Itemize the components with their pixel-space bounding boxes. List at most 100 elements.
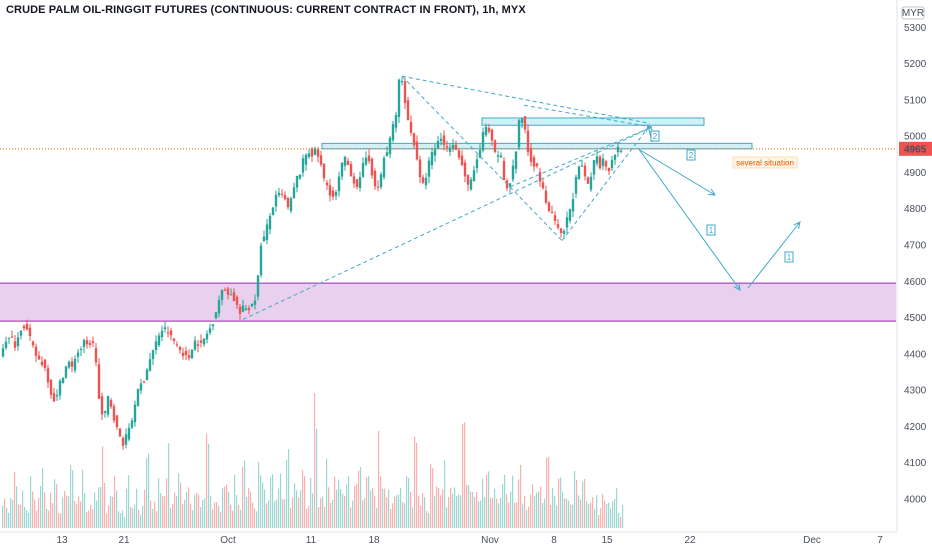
volume-bar	[600, 508, 602, 528]
candle-body	[7, 337, 11, 339]
volume-bar	[536, 492, 538, 528]
candle-body	[97, 364, 101, 399]
volume-bar	[364, 498, 366, 528]
candle-body	[46, 368, 50, 383]
candle-body	[565, 217, 569, 228]
volume-bar	[392, 503, 394, 528]
volume-bar	[492, 498, 494, 528]
candle-body	[364, 157, 368, 165]
candle-body	[100, 396, 104, 415]
candle-body	[475, 159, 479, 169]
volume-bar	[242, 466, 244, 528]
volume-bar	[386, 497, 388, 528]
candle-body	[229, 294, 233, 296]
volume-bar	[520, 464, 522, 528]
volume-bar	[526, 509, 528, 528]
volume-bar	[54, 479, 56, 528]
volume-bar	[90, 504, 92, 528]
volume-bar	[294, 483, 296, 528]
candle-body	[208, 328, 212, 333]
scenario-arrows-layer: 2 2 1 1 several situation	[637, 123, 801, 291]
volume-bar	[78, 496, 80, 528]
volume-bar	[34, 499, 36, 528]
volume-bar	[114, 475, 116, 528]
candle-body	[436, 140, 440, 149]
candle-body	[544, 190, 548, 203]
candle-body	[115, 415, 119, 428]
volume-bar	[140, 514, 142, 528]
volume-bar	[306, 508, 308, 528]
volume-bar	[474, 496, 476, 528]
volume-bar	[444, 460, 446, 528]
candle-body	[184, 350, 188, 356]
volume-bar	[348, 476, 350, 528]
volume-bar	[74, 500, 76, 528]
volume-bar	[302, 469, 304, 528]
volume-bar	[214, 502, 216, 528]
candle-body	[37, 355, 41, 360]
trend-line	[401, 75, 651, 124]
price-tick-label: 4000	[904, 494, 927, 505]
volume-bar	[376, 507, 378, 528]
volume-bar	[450, 487, 452, 528]
candle-body	[19, 330, 23, 336]
scenario-label-3: 1	[706, 224, 716, 236]
candle-body	[304, 154, 308, 165]
candle-body	[178, 347, 182, 351]
candle-body	[253, 300, 257, 305]
scenario-arrow	[637, 147, 741, 291]
candle-body	[181, 352, 185, 357]
volume-bar	[442, 489, 444, 528]
volume-bar	[528, 506, 530, 528]
volume-bar	[42, 468, 44, 528]
candle-body	[541, 182, 545, 189]
volume-bar	[28, 512, 30, 528]
volume-bar	[616, 488, 618, 528]
time-tick-label: Dec	[803, 535, 821, 546]
candle-body	[28, 327, 32, 337]
scenario-label-text: 1	[787, 253, 792, 262]
candle-body	[391, 124, 395, 141]
candle-body	[472, 170, 476, 182]
volume-bar	[238, 504, 240, 528]
volume-bar	[268, 500, 270, 528]
volume-bar	[184, 499, 186, 528]
candle-body	[265, 224, 269, 241]
scenario-label-box	[686, 149, 696, 161]
volume-bar	[534, 495, 536, 528]
volume-bar	[456, 495, 458, 528]
candle-body	[343, 156, 347, 166]
candle-body	[538, 171, 542, 182]
candle-body	[25, 323, 29, 330]
volume-bar	[120, 513, 122, 528]
candle-body	[94, 347, 98, 363]
volume-bar	[8, 512, 10, 528]
volume-bar	[400, 488, 402, 528]
candle-body	[403, 81, 407, 104]
volume-bar	[186, 492, 188, 528]
candle-body	[553, 215, 557, 221]
volume-bar	[100, 487, 102, 528]
volume-bar	[296, 490, 298, 528]
volume-bar	[396, 495, 398, 528]
time-tick-label: 21	[118, 535, 130, 546]
volume-bar	[138, 509, 140, 528]
volume-bar	[540, 486, 542, 528]
volume-bar	[174, 492, 176, 528]
volume-bar	[126, 488, 128, 528]
candle-body	[454, 144, 458, 151]
volume-bar	[508, 502, 510, 528]
volume-bar	[60, 513, 62, 528]
candle-body	[355, 179, 359, 188]
volume-bar	[150, 500, 152, 528]
time-tick-label: 18	[368, 535, 380, 546]
scenario-arrow	[639, 149, 716, 196]
candle-body	[427, 160, 431, 177]
candle-body	[346, 160, 350, 165]
candle-body	[469, 179, 473, 190]
volume-bar	[250, 491, 252, 528]
volume-bar	[106, 513, 108, 528]
arrowhead	[645, 123, 653, 132]
note-box	[732, 156, 798, 169]
